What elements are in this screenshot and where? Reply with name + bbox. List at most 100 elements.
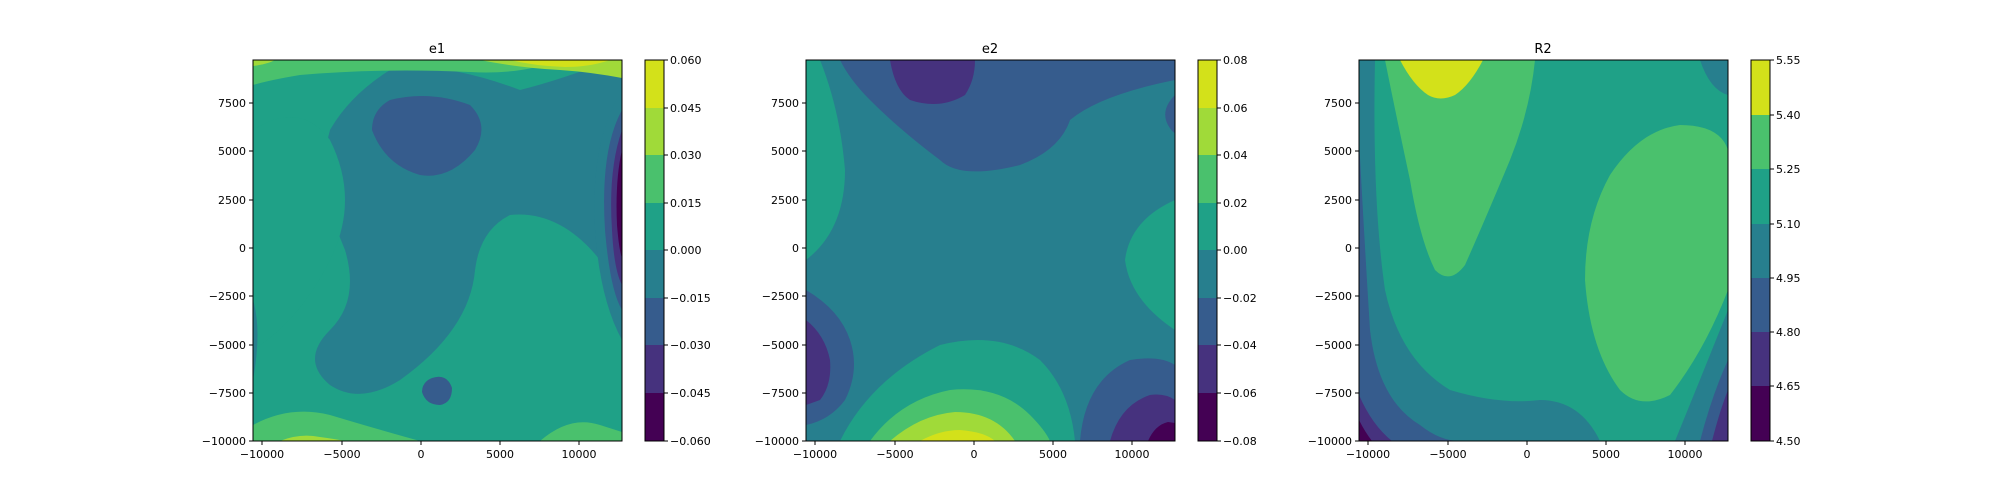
contour-region bbox=[253, 60, 622, 441]
axes-frame bbox=[252, 59, 623, 442]
contour-region bbox=[1359, 420, 1372, 441]
y-tick-label: −10000 bbox=[202, 435, 246, 448]
colorbar-tick-label: 0.045 bbox=[670, 102, 702, 115]
y-tick-label: 5000 bbox=[1324, 145, 1352, 158]
colorbar-tick-label: 0.015 bbox=[670, 197, 702, 210]
x-tick-label: −10000 bbox=[793, 448, 837, 461]
x-ticks-R2: −10000 −5000 0 5000 10000 bbox=[1346, 441, 1703, 461]
x-ticks-e2: −10000 −5000 0 5000 10000 bbox=[793, 441, 1150, 461]
contour-e2 bbox=[806, 60, 1175, 441]
panel-R2: R2 −10000 −5000 0 5000 10000 −10000 −750… bbox=[1308, 42, 1801, 461]
colorbar-tick-label: 0.04 bbox=[1223, 149, 1248, 162]
contour-region bbox=[422, 376, 452, 405]
colorbar-swatch bbox=[1198, 345, 1217, 393]
contour-region bbox=[1125, 200, 1175, 330]
x-tick-label: −5000 bbox=[323, 448, 360, 461]
colorbar-swatch bbox=[645, 393, 664, 441]
y-tick-label: 0 bbox=[239, 242, 246, 255]
contour-region bbox=[806, 320, 831, 405]
colorbar-tick-label: 0.00 bbox=[1223, 244, 1248, 257]
contour-region bbox=[616, 150, 622, 258]
colorbar-swatch bbox=[1751, 386, 1770, 441]
y-tick-label: −5000 bbox=[1315, 339, 1352, 352]
y-tick-label: −5000 bbox=[209, 339, 246, 352]
axes-frame bbox=[805, 59, 1176, 442]
contour-region bbox=[806, 60, 845, 260]
colorbar-R2: 4.50 4.65 4.80 4.95 5.10 5.25 5.40 5.55 bbox=[1750, 54, 1801, 448]
colorbar-swatch bbox=[1198, 298, 1217, 345]
colorbar-tick-label: −0.02 bbox=[1223, 292, 1257, 305]
colorbar-tick-label: −0.04 bbox=[1223, 339, 1257, 352]
y-ticks-e1: −10000 −7500 −5000 −2500 0 2500 5000 750… bbox=[202, 97, 253, 448]
x-tick-label: 10000 bbox=[1115, 448, 1150, 461]
contour-region bbox=[253, 117, 345, 350]
contour-region bbox=[253, 300, 258, 380]
colorbar-tick-label: 0.02 bbox=[1223, 197, 1248, 210]
x-tick-label: −10000 bbox=[240, 448, 284, 461]
colorbar-e1: −0.060 −0.045 −0.030 −0.015 0.000 0.015 … bbox=[644, 54, 711, 448]
colorbar-swatch bbox=[645, 108, 664, 155]
colorbar-swatch bbox=[1751, 332, 1770, 386]
x-tick-label: 10000 bbox=[1668, 448, 1703, 461]
y-tick-label: −10000 bbox=[1308, 435, 1352, 448]
colorbar-swatch bbox=[1198, 108, 1217, 155]
colorbar-swatch bbox=[1198, 155, 1217, 203]
x-ticks-e1: −10000 −5000 0 5000 10000 bbox=[240, 441, 597, 461]
contour-region bbox=[1359, 395, 1392, 441]
contour-region bbox=[372, 96, 482, 176]
axes-frame bbox=[1358, 59, 1729, 442]
contour-region bbox=[1385, 60, 1535, 277]
panel-e2: e2 −10000 −5000 0 5000 10000 bbox=[755, 42, 1257, 461]
y-tick-label: −7500 bbox=[1315, 387, 1352, 400]
contour-region bbox=[1712, 390, 1728, 441]
y-tick-label: −5000 bbox=[762, 339, 799, 352]
colorbar-tick-label: −0.045 bbox=[670, 387, 711, 400]
x-tick-label: 5000 bbox=[1039, 448, 1067, 461]
y-tick-label: −2500 bbox=[762, 290, 799, 303]
x-tick-label: 5000 bbox=[1592, 448, 1620, 461]
contour-region bbox=[1700, 60, 1728, 95]
colorbar-swatch bbox=[1751, 224, 1770, 278]
contour-region bbox=[253, 60, 560, 85]
colorbar-swatch bbox=[1751, 60, 1770, 115]
title-R2: R2 bbox=[1534, 42, 1551, 57]
y-tick-label: −2500 bbox=[1315, 290, 1352, 303]
colorbar-swatch bbox=[645, 203, 664, 250]
y-tick-label: 2500 bbox=[1324, 194, 1352, 207]
colorbar-tick-label: 4.50 bbox=[1776, 435, 1801, 448]
contour-region bbox=[280, 435, 345, 441]
colorbar-tick-label: 5.40 bbox=[1776, 109, 1801, 122]
colorbar-tick-label: 5.25 bbox=[1776, 163, 1801, 176]
contour-region bbox=[920, 430, 995, 441]
x-tick-label: 0 bbox=[418, 448, 425, 461]
y-tick-label: 0 bbox=[1345, 242, 1352, 255]
contour-R2 bbox=[1359, 60, 1728, 441]
y-tick-label: −2500 bbox=[209, 290, 246, 303]
colorbar-swatch bbox=[1751, 278, 1770, 332]
y-tick-label: −10000 bbox=[755, 435, 799, 448]
colorbar-tick-label: −0.015 bbox=[670, 292, 711, 305]
contour-region bbox=[540, 422, 622, 441]
colorbar-swatch bbox=[1751, 115, 1770, 169]
colorbar-tick-label: 5.10 bbox=[1776, 218, 1801, 231]
contour-region bbox=[253, 60, 275, 66]
colorbar-tick-label: 0.08 bbox=[1223, 54, 1248, 67]
x-tick-label: 5000 bbox=[486, 448, 514, 461]
title-e2: e2 bbox=[982, 42, 998, 57]
y-ticks-R2: −10000 −7500 −5000 −2500 0 2500 5000 750… bbox=[1308, 97, 1359, 448]
colorbar-swatch bbox=[645, 298, 664, 345]
y-ticks-e2: −10000 −7500 −5000 −2500 0 2500 5000 750… bbox=[755, 97, 806, 448]
x-tick-label: 10000 bbox=[562, 448, 597, 461]
contour-region bbox=[890, 412, 1015, 441]
contour-region bbox=[1400, 60, 1483, 99]
y-tick-label: 7500 bbox=[771, 97, 799, 110]
contour-region bbox=[1359, 140, 1460, 441]
colorbar-tick-label: 4.65 bbox=[1776, 380, 1801, 393]
title-e1: e1 bbox=[429, 42, 445, 57]
contour-region bbox=[1148, 422, 1175, 441]
colorbar-tick-label: −0.030 bbox=[670, 339, 711, 352]
colorbar-tick-label: 5.55 bbox=[1776, 54, 1801, 67]
x-tick-label: −10000 bbox=[1346, 448, 1390, 461]
panel-e1: e1 −10000 −5000 0 5000 10000 bbox=[202, 42, 711, 461]
x-tick-label: −5000 bbox=[876, 448, 913, 461]
